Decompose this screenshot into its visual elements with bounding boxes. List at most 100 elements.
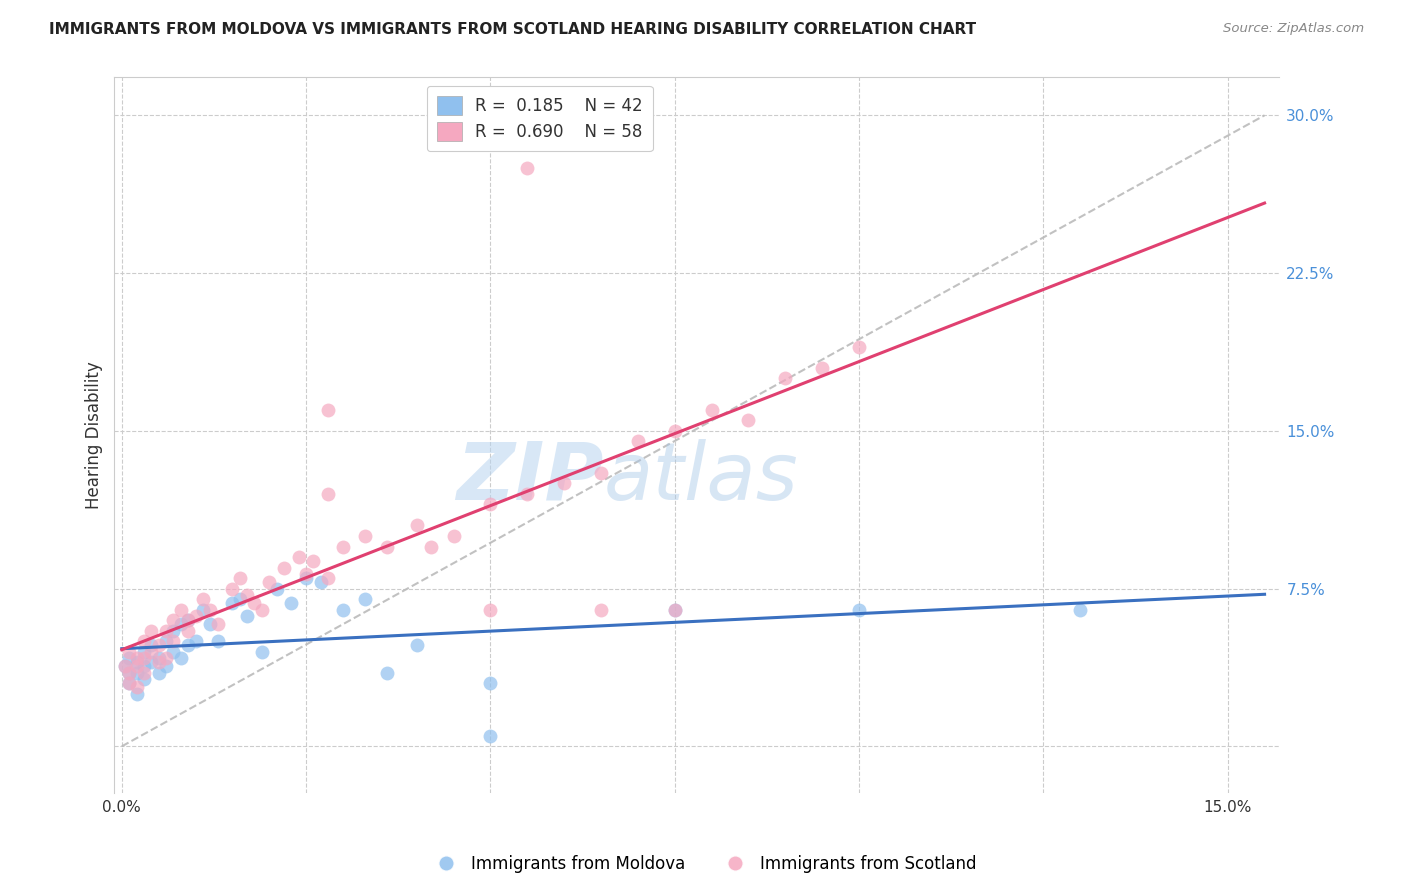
Point (775, 371, 797, 385)
Point (221, 596, 243, 610)
Point (148, 651, 170, 665)
Point (118, 676, 141, 690)
Point (737, 413, 759, 427)
Point (132, 659, 155, 673)
Point (236, 608, 259, 623)
Text: Source: ZipAtlas.com: Source: ZipAtlas.com (1223, 22, 1364, 36)
Point (200, 617, 222, 632)
Point (479, 602, 502, 616)
Point (516, 487, 538, 501)
Text: IMMIGRANTS FROM MOLDOVA VS IMMIGRANTS FROM SCOTLAND HEARING DISABILITY CORRELATI: IMMIGRANTS FROM MOLDOVA VS IMMIGRANTS FR… (49, 22, 976, 37)
Point (287, 549, 309, 564)
Point (280, 596, 302, 610)
Point (118, 651, 141, 665)
Point (516, 161, 538, 175)
Point (295, 566, 318, 581)
Point (162, 645, 184, 659)
Point (316, 571, 339, 585)
Point (141, 655, 163, 669)
Point (236, 588, 259, 602)
Point (375, 540, 398, 554)
Point (125, 665, 148, 680)
Point (266, 582, 288, 596)
Point (589, 466, 612, 480)
Point (170, 651, 193, 665)
Point (132, 651, 155, 665)
Point (664, 602, 686, 616)
Point (148, 639, 170, 653)
Point (811, 360, 834, 375)
Point (332, 540, 354, 554)
Point (132, 634, 155, 648)
Point (316, 487, 339, 501)
Point (207, 634, 229, 648)
Point (141, 645, 163, 659)
Point (148, 655, 170, 669)
Legend: Immigrants from Moldova, Immigrants from Scotland: Immigrants from Moldova, Immigrants from… (423, 848, 983, 880)
Point (155, 634, 177, 648)
Point (170, 617, 193, 632)
Text: ZIP: ZIP (457, 439, 603, 517)
Point (354, 592, 377, 607)
Point (184, 634, 207, 648)
Point (627, 434, 650, 449)
Point (191, 592, 214, 607)
Legend: R =  0.185    N = 42, R =  0.690    N = 58: R = 0.185 N = 42, R = 0.690 N = 58 (426, 86, 652, 151)
Point (184, 608, 207, 623)
Point (309, 575, 332, 590)
Point (229, 571, 252, 585)
Point (125, 687, 148, 701)
Point (302, 554, 325, 568)
Point (162, 613, 184, 627)
Point (155, 651, 177, 665)
Point (132, 672, 155, 686)
Point (250, 602, 273, 616)
Point (243, 596, 266, 610)
Point (700, 402, 723, 417)
Point (375, 665, 398, 680)
Point (332, 602, 354, 616)
Point (177, 613, 200, 627)
Point (177, 613, 200, 627)
Point (420, 540, 443, 554)
Point (114, 659, 136, 673)
Point (848, 340, 870, 354)
Point (589, 602, 612, 616)
Point (141, 624, 163, 638)
Point (177, 639, 200, 653)
Point (141, 639, 163, 653)
Point (479, 676, 502, 690)
Point (125, 659, 148, 673)
Point (155, 659, 177, 673)
Point (207, 617, 229, 632)
Point (250, 645, 273, 659)
Point (132, 665, 155, 680)
Y-axis label: Hearing Disability: Hearing Disability (86, 361, 103, 509)
Point (191, 602, 214, 616)
Point (118, 665, 141, 680)
Point (162, 634, 184, 648)
Point (155, 624, 177, 638)
Point (118, 665, 141, 680)
Point (405, 639, 427, 653)
Point (664, 424, 686, 438)
Point (221, 582, 243, 596)
Point (405, 518, 427, 533)
Point (114, 659, 136, 673)
Point (479, 498, 502, 512)
Point (132, 645, 155, 659)
Point (170, 602, 193, 616)
Text: atlas: atlas (603, 439, 799, 517)
Point (118, 676, 141, 690)
Point (664, 602, 686, 616)
Point (125, 681, 148, 695)
Point (273, 560, 295, 574)
Point (479, 729, 502, 743)
Point (177, 624, 200, 638)
Point (118, 645, 141, 659)
Point (148, 665, 170, 680)
Point (316, 402, 339, 417)
Point (229, 592, 252, 607)
Point (200, 602, 222, 616)
Point (354, 529, 377, 543)
